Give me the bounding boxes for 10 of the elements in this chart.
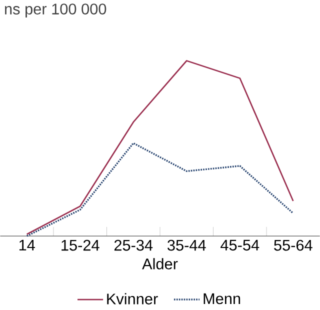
legend-label: Menn [204,293,240,304]
x-tick-label: 35-44 [168,240,206,251]
x-tick-label: 45-54 [220,240,260,250]
y-axis-title: ns per 100 000 [5,3,106,18]
x-axis-title: Alder [142,258,178,270]
x-tick-label: 14 [19,240,35,250]
x-tick-label: 25-34 [114,240,153,251]
legend-label: Kvinner [107,293,158,304]
x-tick-label: 15-24 [62,240,100,251]
x-tick-label: 55-64 [274,240,312,251]
